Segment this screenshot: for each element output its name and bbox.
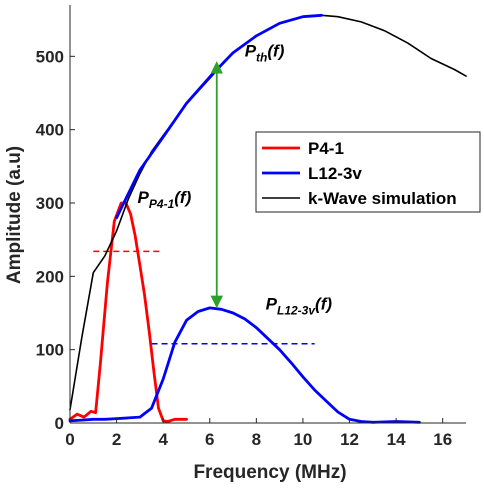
annotation-suffix: (f) [315, 294, 332, 313]
x-tick-label-14: 14 [387, 430, 406, 449]
x-tick-label-8: 8 [252, 430, 261, 449]
legend-label-k-wave-simulation: k-Wave simulation [308, 189, 457, 208]
data-layer [68, 13, 467, 424]
x-tick-label-0: 0 [65, 430, 74, 449]
annotation-p-l12-3v: PL12-3v(f) [266, 294, 333, 317]
x-tick-label-6: 6 [205, 430, 214, 449]
x-tick-label-2: 2 [112, 430, 121, 449]
annotation-subscript: th [256, 50, 267, 64]
x-tick-label-12: 12 [340, 430, 359, 449]
y-axis-title: Amplitude (a.u) [4, 146, 25, 284]
axes-layer: 0 2 4 6 8 10 12 14 16 0 100 200 300 400 500 [36, 5, 466, 449]
series-line-p4-1 [68, 201, 188, 423]
y-tick-label-300: 300 [36, 194, 64, 213]
legend-label-p4-1: P4-1 [308, 139, 344, 158]
annotation-suffix: (f) [174, 188, 191, 207]
series-line-l12-3v [68, 306, 421, 424]
y-tick-label-0: 0 [55, 414, 64, 433]
y-tick-label-100: 100 [36, 341, 64, 360]
annotation-main: P [138, 188, 150, 207]
annotation-p-p4-1: PP4-1(f) [138, 188, 192, 211]
y-tick-label-500: 500 [36, 47, 64, 66]
legend-label-l12-3v: L12-3v [308, 164, 362, 183]
x-tick-label-10: 10 [293, 430, 312, 449]
x-tick-label-16: 16 [433, 430, 452, 449]
annotation-suffix: (f) [267, 41, 284, 60]
x-axis-title: Frequency (MHz) [193, 462, 346, 483]
y-tick-label-200: 200 [36, 267, 64, 286]
annotation-subscript: L12-3v [277, 303, 316, 317]
annotation-main: P [245, 41, 257, 60]
annotation-p-th: Pth(f) [245, 41, 285, 64]
y-tick-label-400: 400 [36, 121, 64, 140]
annotation-main: P [266, 294, 278, 313]
annotation-subscript: P4-1 [149, 197, 175, 211]
x-tick-label-4: 4 [158, 430, 168, 449]
legend: P4-1 L12-3v k-Wave simulation [255, 131, 481, 213]
annotation-layer: Pth(f)PP4-1(f)PL12-3v(f) [138, 41, 333, 317]
